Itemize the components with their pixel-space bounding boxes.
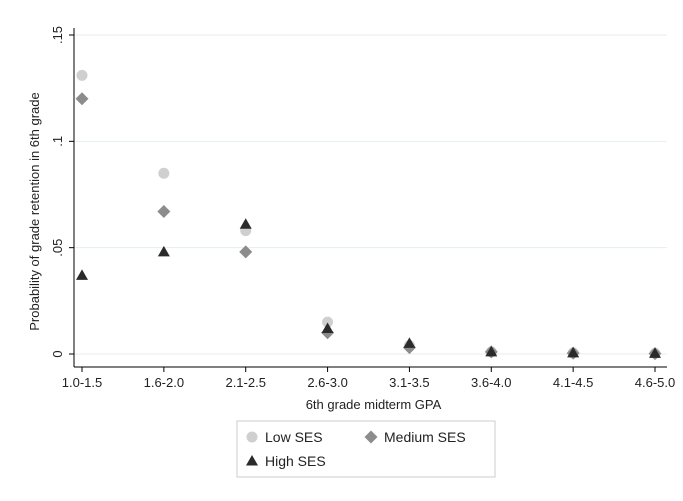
legend-marker [246,431,258,443]
legend-marker [246,455,258,466]
y-tick-label: .15 [50,26,65,44]
data-point [485,345,498,357]
x-tick-label: 1.6-2.0 [144,375,184,390]
data-point [75,92,89,106]
gridlines [74,34,667,355]
y-tick-label: .05 [50,239,65,257]
x-tick-label: 2.1-2.5 [225,375,265,390]
legend-label: Low SES [265,429,323,445]
x-tick-label: 2.6-3.0 [307,375,347,390]
legend-item-low-ses: Low SES [246,429,323,445]
data-point [76,69,88,81]
legend-label: Medium SES [384,429,466,445]
data-point [239,245,253,259]
data-point [76,269,88,280]
data-point [158,167,170,179]
data-point [157,245,170,257]
x-axis-title: 6th grade midterm GPA [306,397,442,412]
x-tick-label: 3.6-4.0 [471,375,511,390]
data-point [157,205,171,219]
x-ticks: 1.0-1.5 1.6-2.0 2.1-2.5 2.6-3.0 3.1-3.5 3.6-4… [62,367,675,390]
data-point [403,337,416,348]
data-point [649,347,661,358]
legend-box [236,420,496,478]
y-axis-title: Probability of grade retention in 6th gr… [27,92,42,331]
series-high-ses [76,218,661,358]
data-point [322,316,334,328]
y-tick-label: .1 [50,136,65,147]
legend-item-high-ses: High SES [246,453,326,469]
x-tick-label: 4.6-5.0 [635,375,675,390]
data-points [75,69,662,361]
data-point [321,322,334,333]
x-tick-label: 1.0-1.5 [62,375,102,390]
axes [73,28,667,368]
data-point [567,346,580,358]
legend-marker [364,430,378,444]
x-tick-label: 4.1-4.5 [553,375,593,390]
series-medium-ses [75,92,662,361]
y-tick-label: 0 [50,350,65,357]
data-point [239,218,252,229]
x-tick-label: 3.1-3.5 [389,375,429,390]
legend-label: High SES [265,453,326,469]
y-ticks: 0 .05 .1 .15 [50,26,74,358]
legend: Low SES Medium SES High SES [236,420,496,478]
legend-item-medium-ses: Medium SES [364,429,466,445]
